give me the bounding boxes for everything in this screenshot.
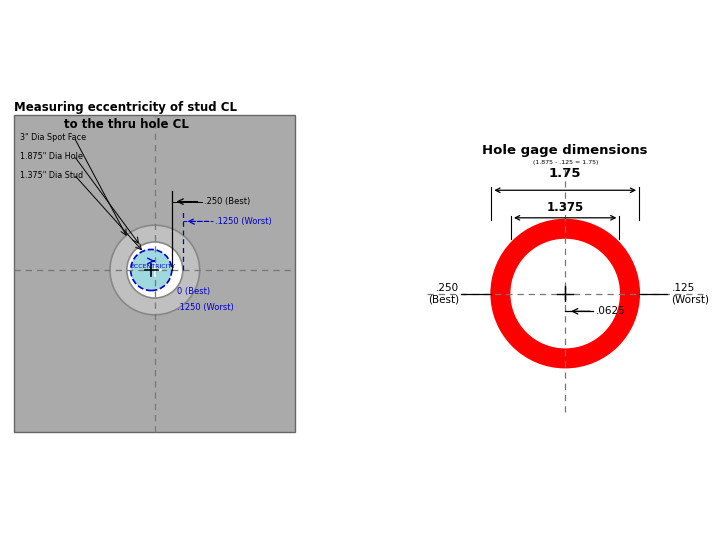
Text: Hole gage dimensions: Hole gage dimensions: [482, 144, 648, 157]
Text: .1250 (Worst): .1250 (Worst): [215, 217, 272, 226]
Circle shape: [127, 242, 183, 298]
Text: Measuring eccentricity of stud CL
to the thru hole CL: Measuring eccentricity of stud CL to the…: [14, 101, 238, 131]
Bar: [14, 115, 295, 432]
Text: ECCENTRICITY: ECCENTRICITY: [130, 264, 176, 269]
Text: .0625: .0625: [595, 306, 626, 316]
Text: 1.875" Dia Hole: 1.875" Dia Hole: [20, 152, 83, 161]
Circle shape: [511, 239, 619, 348]
Text: 1.375" Dia Stud: 1.375" Dia Stud: [20, 171, 83, 180]
Circle shape: [130, 249, 172, 291]
Text: 0 (Best): 0 (Best): [177, 287, 210, 296]
Circle shape: [491, 220, 639, 367]
Text: 3" Dia Spot Face: 3" Dia Spot Face: [20, 133, 86, 142]
Text: .250
(Best): .250 (Best): [428, 283, 459, 305]
Text: 1.75: 1.75: [549, 167, 582, 180]
Circle shape: [110, 225, 199, 315]
Text: (1.875 - .125 = 1.75): (1.875 - .125 = 1.75): [533, 160, 598, 165]
Text: .1250 (Worst): .1250 (Worst): [177, 303, 234, 312]
Text: .250 (Best): .250 (Best): [204, 197, 251, 206]
Text: 1.375: 1.375: [546, 201, 584, 214]
Text: .125
(Worst): .125 (Worst): [672, 283, 709, 305]
